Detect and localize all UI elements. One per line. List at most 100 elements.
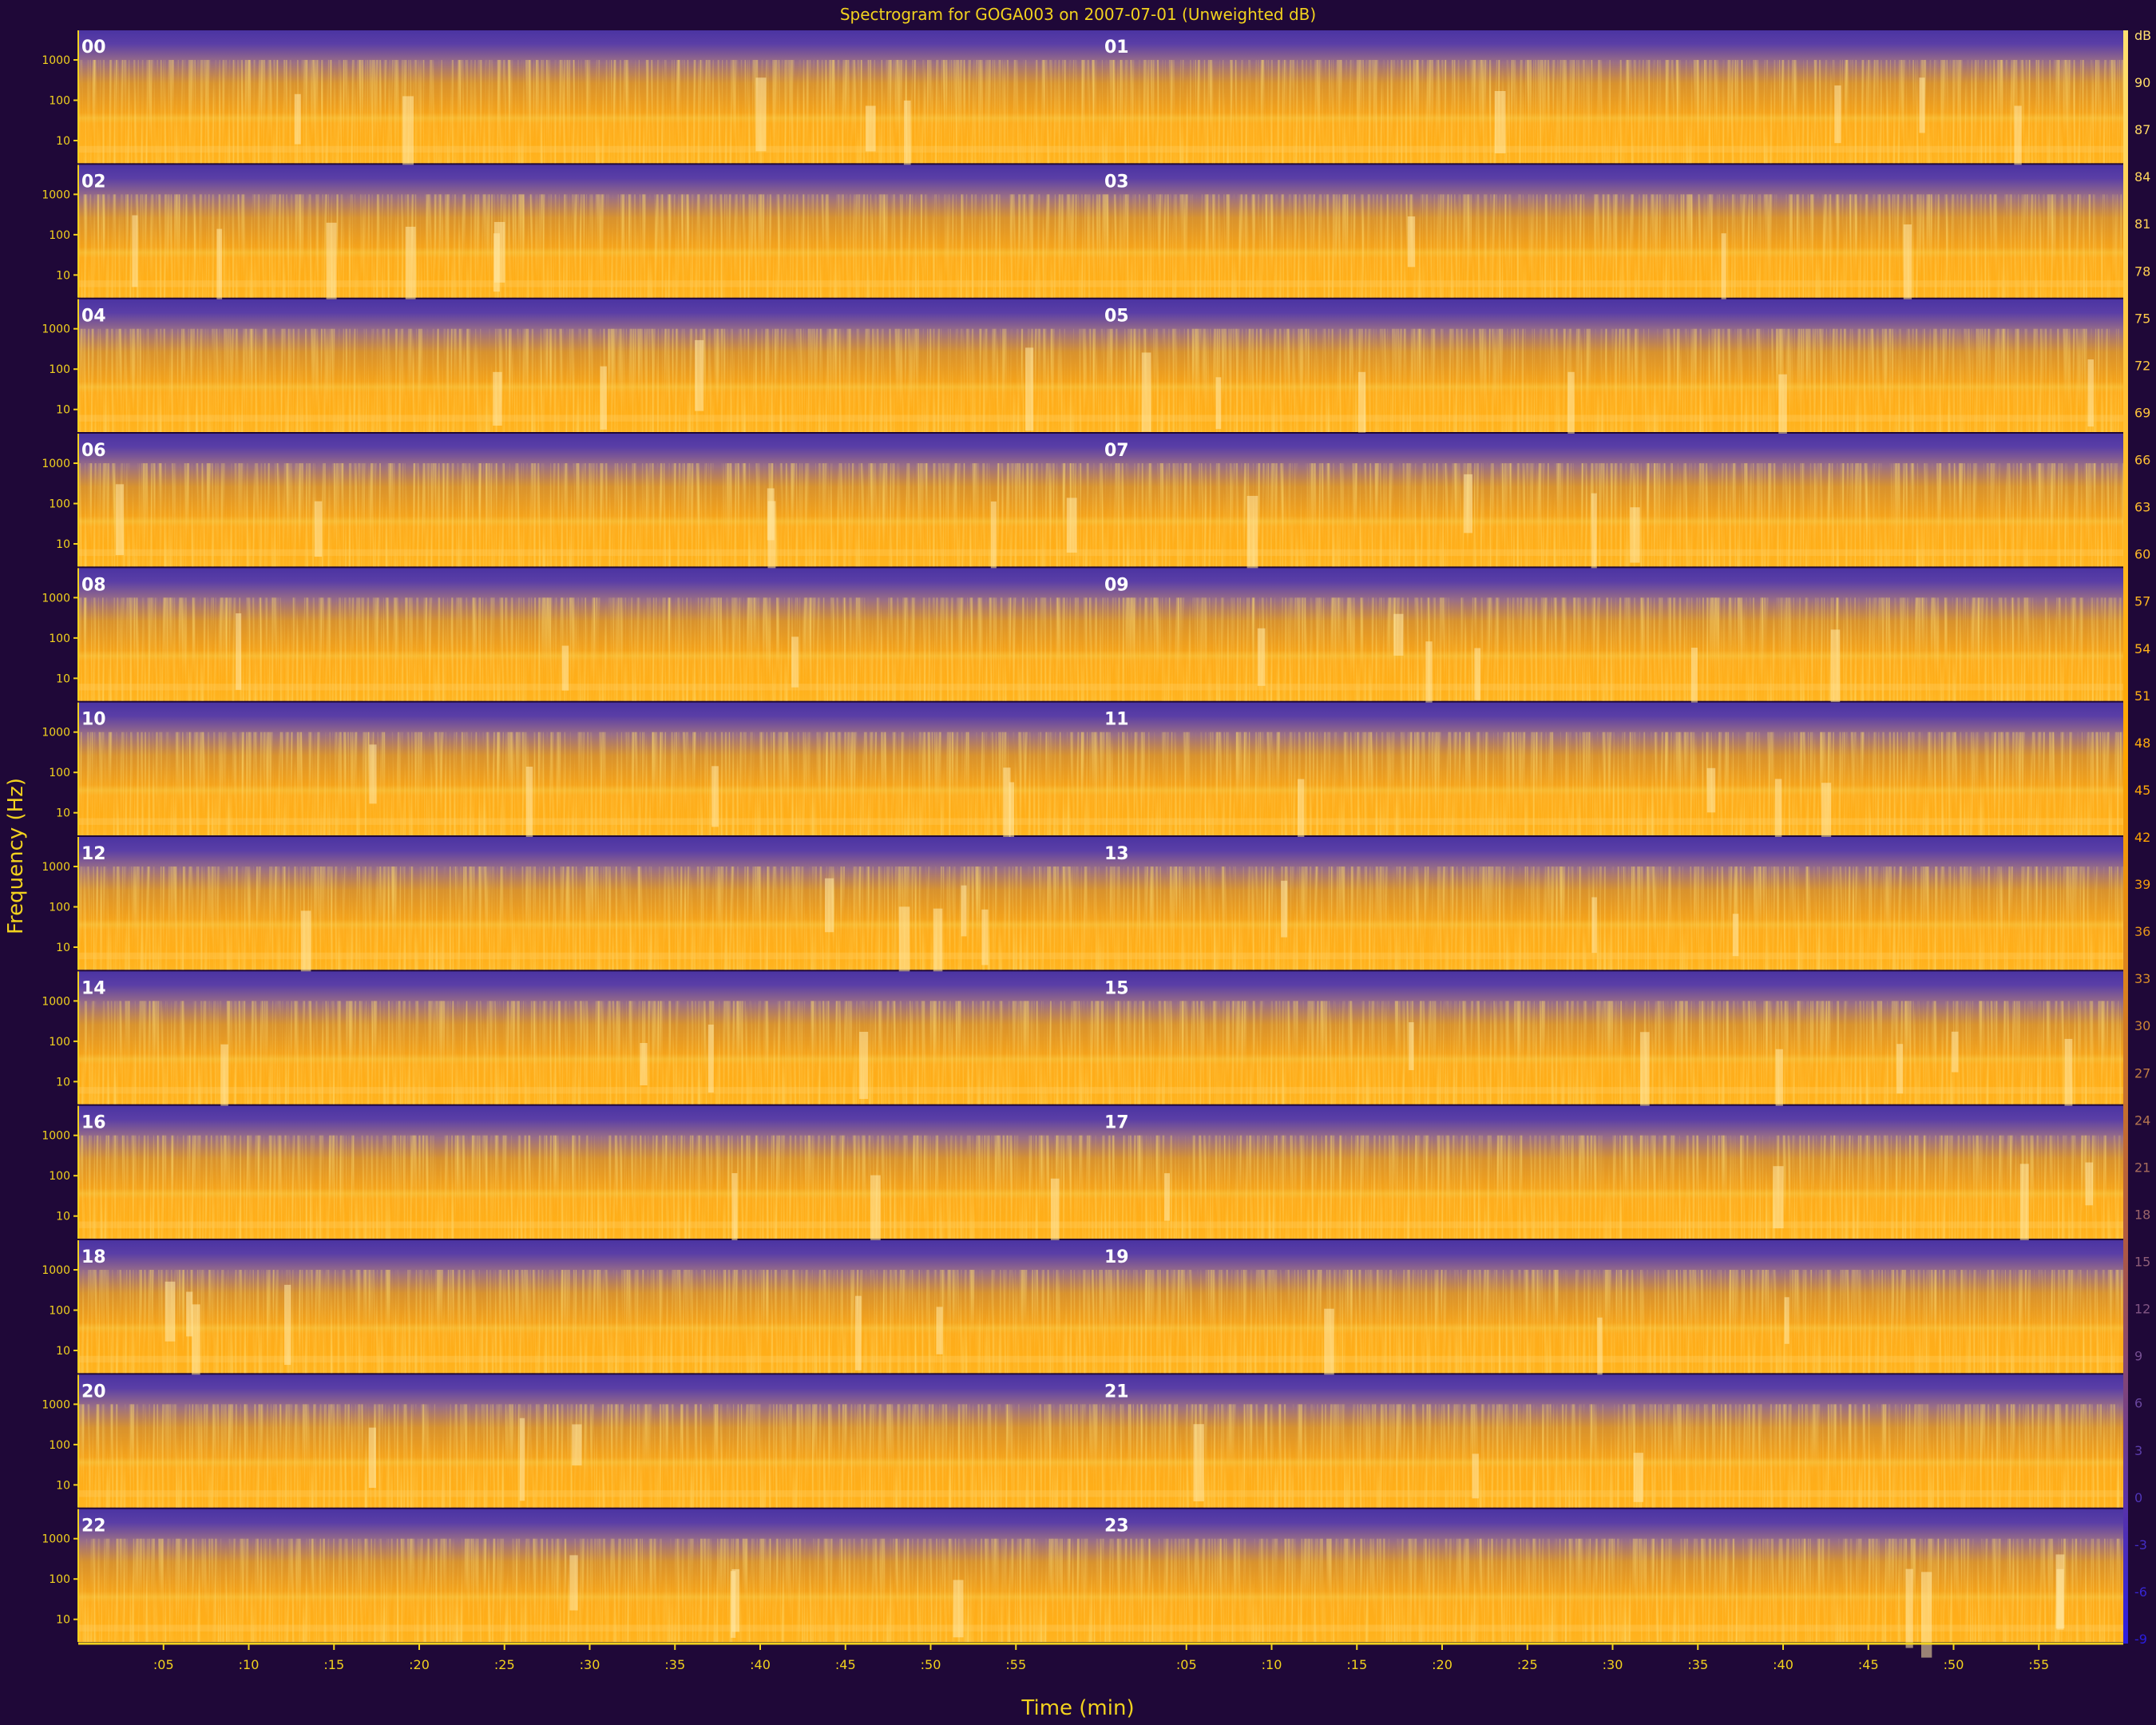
acoustic-event: [695, 339, 704, 411]
hour-label: 11: [1104, 710, 1129, 730]
y-tick-label: 1000: [42, 1264, 70, 1277]
y-tick-label: 100: [49, 498, 70, 511]
colorbar-label: 66: [2134, 453, 2150, 468]
colorbar-label: 45: [2134, 783, 2150, 798]
x-tick-label: :30: [580, 1657, 600, 1672]
hour-panel-11: 11: [1101, 702, 2124, 865]
colorbar-label: 6: [2134, 1396, 2142, 1411]
y-tick-label: 1000: [42, 861, 70, 874]
acoustic-event: [1464, 474, 1473, 533]
acoustic-event: [711, 766, 719, 827]
low-frequency-band: [1101, 1221, 2124, 1228]
acoustic-event: [1821, 783, 1832, 846]
acoustic-event: [405, 226, 416, 300]
x-tick-label: :25: [1517, 1657, 1538, 1672]
spectrogram-texture: [78, 1270, 1101, 1374]
colorbar-label: -3: [2134, 1537, 2147, 1552]
chart-title: Spectrogram for GOGA003 on 2007-07-01 (U…: [839, 5, 1317, 24]
acoustic-event: [731, 1172, 738, 1251]
acoustic-event: [1784, 1297, 1789, 1344]
low-frequency-band: [1101, 549, 2124, 557]
colorbar-label: dB: [2134, 28, 2151, 43]
acoustic-event: [1905, 1568, 1913, 1648]
y-tick-label: 1000: [42, 1533, 70, 1546]
hour-label: 22: [81, 1517, 106, 1537]
spectrogram-texture: [1101, 194, 2124, 298]
hour-panel-08: 08: [78, 568, 1101, 701]
acoustic-event: [1921, 1572, 1932, 1658]
acoustic-event: [600, 366, 607, 430]
acoustic-event: [1298, 779, 1305, 865]
acoustic-event: [730, 1571, 736, 1638]
hour-label: 09: [1104, 575, 1129, 595]
y-tick-label: 1000: [42, 458, 70, 470]
colorbar-label: 33: [2134, 971, 2150, 986]
hour-panel-03: 03: [1101, 165, 2124, 305]
hour-panel-01: 01: [1101, 30, 2124, 167]
hour-label: 05: [1104, 307, 1129, 327]
hour-label: 01: [1104, 38, 1129, 58]
y-axis-row: 1000 100 10: [42, 1374, 79, 1508]
hour-label: 19: [1104, 1247, 1129, 1267]
acoustic-event: [300, 910, 311, 987]
acoustic-event: [1732, 914, 1739, 957]
acoustic-event: [216, 228, 223, 302]
acoustic-event: [525, 766, 533, 851]
y-tick-label: 10: [56, 807, 70, 820]
acoustic-event: [1193, 1424, 1204, 1501]
low-frequency-band: [1101, 1624, 2124, 1632]
x-tick-label: :10: [239, 1657, 260, 1672]
y-axis-row: 1000 100 10: [42, 30, 79, 164]
spectrogram-texture: [1101, 1404, 2124, 1508]
x-tick-label: :15: [323, 1657, 344, 1672]
low-frequency-band: [1101, 1490, 2124, 1497]
acoustic-event: [767, 488, 775, 541]
hour-label: 16: [81, 1113, 106, 1133]
acoustic-event: [1141, 352, 1151, 432]
hour-panel-10: 10: [78, 702, 1101, 851]
acoustic-event: [1025, 347, 1034, 431]
spectrogram-texture: [78, 866, 1101, 970]
hour-panel-16: 16: [78, 1105, 1101, 1265]
acoustic-event: [1494, 90, 1506, 154]
acoustic-event: [824, 878, 834, 933]
x-tick-label: :50: [921, 1657, 941, 1672]
hour-label: 07: [1104, 441, 1129, 461]
acoustic-event: [2064, 1038, 2073, 1112]
acoustic-event: [2014, 105, 2022, 167]
low-frequency-band: [1101, 280, 2124, 288]
acoustic-event: [1834, 85, 1841, 144]
acoustic-event: [1690, 648, 1698, 723]
low-frequency-band: [78, 280, 1101, 288]
acoustic-event: [294, 93, 301, 145]
acoustic-event: [1393, 613, 1404, 656]
spectrogram-texture: [78, 1135, 1101, 1239]
y-axis-row: 1000 100 10: [42, 1509, 79, 1642]
hour-label: 13: [1104, 844, 1129, 864]
x-tick-label: :50: [1944, 1657, 1964, 1672]
y-axis-row: 1000 100 10: [42, 1105, 79, 1239]
acoustic-event: [284, 1284, 291, 1366]
hour-panel-12: 12: [78, 837, 1101, 987]
acoustic-event: [402, 96, 414, 169]
acoustic-event: [1425, 641, 1433, 707]
acoustic-event: [1951, 1031, 1959, 1073]
y-tick-label: 100: [49, 1036, 70, 1049]
low-frequency-band: [1101, 414, 2124, 422]
spectrogram-texture: [78, 60, 1101, 164]
colorbar-label: 84: [2134, 169, 2150, 184]
x-tick-label: :05: [1176, 1657, 1197, 1672]
acoustic-event: [1597, 1317, 1603, 1391]
y-tick-label: 100: [49, 767, 70, 779]
colorbar-label: 72: [2134, 358, 2150, 373]
y-axis-row: 1000 100 10: [42, 299, 79, 432]
acoustic-event: [1633, 1453, 1644, 1502]
acoustic-event: [854, 1295, 862, 1370]
y-tick-label: 1000: [42, 1130, 70, 1143]
acoustic-event: [314, 501, 323, 557]
hour-panel-00: 00: [78, 30, 1101, 179]
hour-panel-22: 22: [78, 1509, 1101, 1642]
acoustic-event: [1591, 493, 1597, 576]
acoustic-event: [1324, 1308, 1334, 1380]
hour-panel-09: 09: [1101, 568, 2124, 723]
